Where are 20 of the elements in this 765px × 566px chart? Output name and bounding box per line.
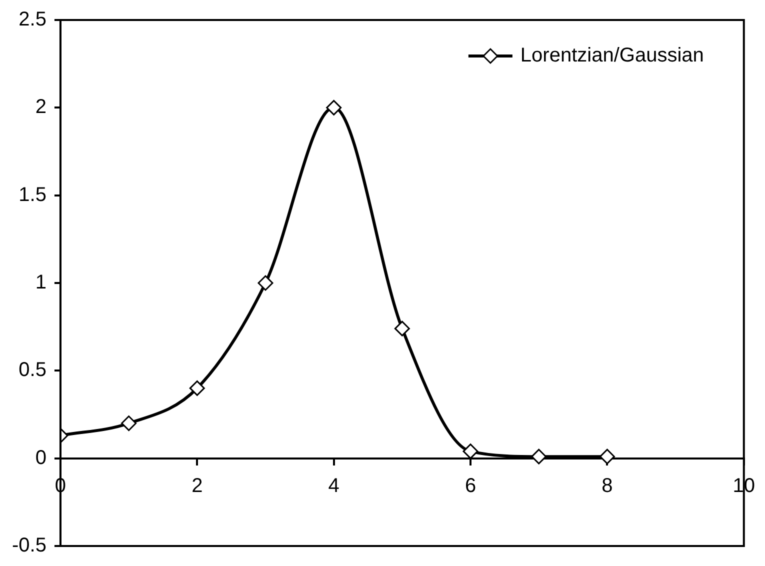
point <box>121 416 137 432</box>
x-tick-label: 8 <box>602 474 613 497</box>
point <box>258 275 274 291</box>
legend-label: Lorentzian/Gaussian <box>520 44 704 67</box>
point <box>599 448 615 464</box>
y-tick-label: 2 <box>35 96 46 118</box>
point <box>531 448 547 464</box>
y-tick-label: 2.5 <box>18 8 46 31</box>
point <box>394 320 410 336</box>
y-tick-label: 0 <box>35 446 46 469</box>
y-tick-label: -0.5 <box>12 534 46 557</box>
point <box>189 380 205 396</box>
x-tick-label: 6 <box>464 474 476 497</box>
point <box>462 444 478 460</box>
x-tick-label: 2 <box>192 474 203 497</box>
y-tick-label: 0.5 <box>18 359 46 382</box>
y-tick-label: 1 <box>35 272 46 294</box>
x-tick-label: 4 <box>328 474 340 497</box>
point <box>326 100 342 116</box>
y-tick-label: 1.5 <box>18 184 46 206</box>
